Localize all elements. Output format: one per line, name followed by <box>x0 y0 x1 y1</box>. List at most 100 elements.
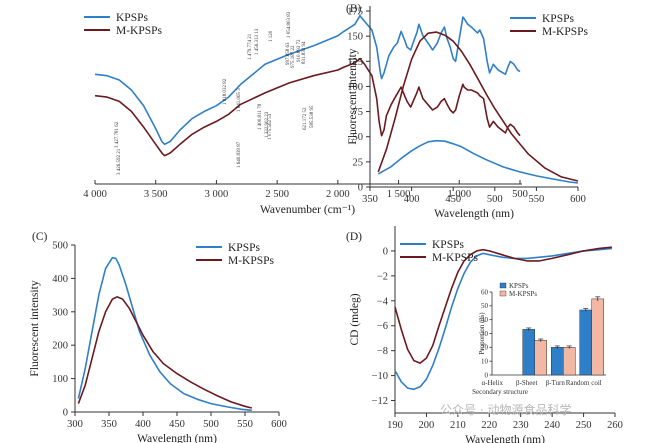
ftir-peak-annotation: 1 120 <box>269 30 274 42</box>
panel-d-y-tick-label: −6 <box>377 321 388 332</box>
panel-d-x-tick-label: 200 <box>419 420 435 431</box>
inset-bar-kpsps <box>579 309 592 376</box>
panel-c-y-tick-label: 0 <box>63 408 68 419</box>
panel-b-y-axis-label: Fluorescent intensity <box>347 48 359 144</box>
panel-d-y-axis-label: CD (mdeg) <box>349 293 361 345</box>
panel-c-panel-label: (C) <box>32 231 48 243</box>
legend-label-kpsps: KPSPs <box>228 242 260 254</box>
inset-category-label: Random coil <box>566 379 602 387</box>
panel-c-x-tick-label: 600 <box>271 419 287 430</box>
legend-label-kpsps: KPSPs <box>432 239 464 251</box>
ftir-peak-annotation: 997.858 63 <box>286 42 291 65</box>
inset-y-tick-label: 0 <box>485 371 489 379</box>
panel-b-x-tick-label: 450 <box>445 194 461 205</box>
panel-c-y-tick-label: 500 <box>52 241 68 252</box>
ftir-x-tick-label: 3 500 <box>144 189 168 200</box>
inset-x-axis-label: Secondary structure <box>472 388 528 396</box>
inset-y-axis-label: Proportion (%) <box>478 312 486 355</box>
panel-d-x-axis-label: Wavelength (nm) <box>465 434 545 443</box>
panel-b-series-kpsps <box>377 139 579 184</box>
panel-d-y-tick-label: −2 <box>377 271 388 282</box>
panel-c-x-tick-label: 300 <box>67 419 83 430</box>
ftir-x-tick-label: 2 500 <box>265 189 289 200</box>
panel-d-y-tick-label: 0 <box>383 246 388 257</box>
panel-d-x-tick-label: 230 <box>513 420 529 431</box>
ftir-peak-annotation: 1 400.811 78 <box>258 103 263 130</box>
panel-c-x-axis-label: Wavelength (nm) <box>137 433 217 443</box>
ftir-peak-annotation: 975.187 22 <box>291 45 296 68</box>
ftir-x-tick-label: 1 500 <box>387 189 411 200</box>
panel-d-panel-label: (D) <box>346 231 362 243</box>
panel-b-x-tick-label: 350 <box>362 194 378 205</box>
ftir-series-kpsps <box>94 14 521 146</box>
panel-b-x-axis-label: Wavelength (nm) <box>434 208 514 220</box>
ftir-peak-annotation: 621.172 52 <box>303 107 308 130</box>
inset-legend-label-mkpsps: M-KPSPs <box>509 290 537 298</box>
inset-legend-swatch-kpsps <box>499 282 507 289</box>
panel-d-y-tick-label: −8 <box>377 346 388 357</box>
ftir-peak-annotation: 1 479.774 21 <box>248 33 253 60</box>
panel-b-x-tick-label: 500 <box>487 194 503 205</box>
ftir-x-tick-label: 1 000 <box>447 189 471 200</box>
panel-b-y-tick-label: 25 <box>353 157 364 168</box>
panel-b-y-tick-label: 125 <box>347 57 363 68</box>
panel-c-x-tick-label: 450 <box>169 419 185 430</box>
ftir-peak-annotation: 1 054.803 83 <box>287 11 292 38</box>
inset-legend-swatch-mkpsps <box>499 290 507 297</box>
ftir-peak-annotation: 910.893 72 <box>297 39 302 62</box>
panel-c-y-axis-label: Fluorescent intensity <box>29 280 41 376</box>
inset-bar-mkpsps <box>563 347 576 376</box>
ftir-x-tick-label: 500 <box>512 189 528 200</box>
legend-label-mkpsps: M-KPSPs <box>116 25 163 37</box>
ftir-peak-annotation: 3 426.592 21 <box>117 148 122 175</box>
panel-c-y-tick-label: 400 <box>52 274 68 285</box>
ftir-x-tick-label: 2 000 <box>326 189 350 200</box>
legend-label-mkpsps: M-KPSPs <box>228 255 275 267</box>
watermark: 公众号 · 动物源食品科学 <box>440 403 572 417</box>
ftir-peak-annotation: 1 641.065 3 <box>237 88 242 112</box>
ftir-peak-annotation: 1 332.902 23 <box>265 111 270 138</box>
panel-d-series-mkpsps <box>394 246 612 364</box>
panel-c-x-tick-label: 550 <box>237 419 253 430</box>
ftir-peak-annotation: 1 640.839 87 <box>237 141 242 168</box>
panel-b-y-tick-label: 100 <box>347 82 363 93</box>
legend-label-mkpsps: M-KPSPs <box>432 252 479 264</box>
panel-c-y-tick-label: 100 <box>52 374 68 385</box>
panel-d-y-tick-label: −4 <box>377 296 389 307</box>
legend-label-kpsps: KPSPs <box>116 12 148 24</box>
inset-bar-mkpsps <box>534 340 547 376</box>
panel-b-y-tick-label: 0 <box>358 183 363 194</box>
inset-bar-mkpsps <box>591 298 604 376</box>
panel-d-x-tick-label: 250 <box>576 420 592 431</box>
panel-c-series-kpsps <box>77 256 252 412</box>
panel-d-x-tick-label: 220 <box>481 420 497 431</box>
ftir-peak-annotation: 831.833 94 <box>302 41 307 64</box>
legend-label-mkpsps: M-KPSPs <box>542 26 589 38</box>
inset-category-label: β-Turn <box>546 379 566 387</box>
panel-c-x-tick-label: 500 <box>203 419 219 430</box>
ftir-peak-annotation: 3 427.781 62 <box>115 121 120 148</box>
panel-d-y-tick-label: −10 <box>372 371 388 382</box>
panel-b-y-tick-label: 150 <box>347 32 363 43</box>
inset-bar-kpsps <box>522 329 535 376</box>
panel-b-y-tick-label: 50 <box>353 132 364 143</box>
inset-y-tick-label: 30 <box>481 330 489 338</box>
panel-c-x-tick-label: 350 <box>101 419 117 430</box>
legend-label-kpsps: KPSPs <box>542 13 574 25</box>
panel-c-series-mkpsps <box>77 296 252 409</box>
ftir-x-axis-label: Wavenumber (cm⁻¹) <box>260 204 355 216</box>
panel-d-series-kpsps <box>394 247 612 391</box>
inset-legend-label-kpsps: KPSPs <box>509 282 529 290</box>
ftir-peak-annotation: 1 456.313 13 <box>255 28 260 55</box>
panel-d-x-tick-label: 240 <box>544 420 560 431</box>
inset-y-tick-label: 10 <box>481 357 489 365</box>
panel-d-x-tick-label: 260 <box>607 420 623 431</box>
panel-b-panel-label: (B) <box>346 3 362 15</box>
panel-d-x-tick-label: 210 <box>450 420 466 431</box>
panel-c-x-tick-label: 400 <box>135 419 151 430</box>
panel-c-y-tick-label: 300 <box>52 307 68 318</box>
ftir-x-tick-label: 3 000 <box>205 189 229 200</box>
ftir-series-mkpsps <box>94 57 521 157</box>
inset-category-label: β-Sheet <box>516 379 537 387</box>
